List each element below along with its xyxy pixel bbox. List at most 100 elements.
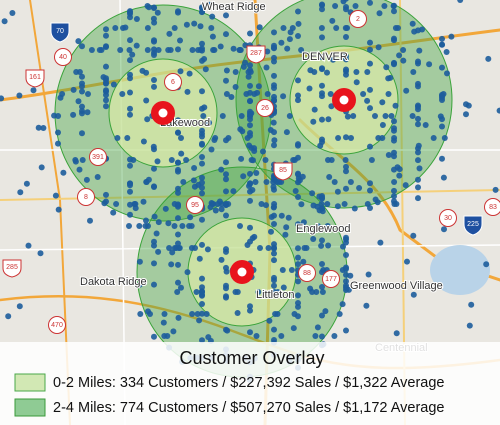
customer-dot [295, 170, 301, 177]
customer-dot [196, 317, 203, 324]
customer-dot [250, 157, 256, 164]
customer-dot [319, 289, 326, 295]
customer-dot [379, 122, 386, 128]
customer-dot [422, 122, 429, 128]
customer-dot [110, 81, 117, 88]
customer-dot [247, 303, 253, 310]
customer-dot [279, 267, 286, 273]
customer-dot [347, 179, 354, 185]
customer-dot [363, 302, 370, 309]
customer-dot [208, 146, 215, 153]
customer-dot [319, 333, 325, 340]
customer-dot [178, 284, 184, 291]
customer-dot [342, 25, 349, 31]
customer-dot [247, 329, 253, 336]
customer-dot [187, 214, 194, 221]
customer-dot [127, 105, 133, 112]
customer-dot [199, 241, 205, 248]
store-markers [151, 88, 356, 284]
customer-dot [119, 91, 126, 97]
customer-dot [151, 242, 157, 249]
customer-dot [212, 207, 219, 214]
customer-dot [391, 201, 398, 207]
customer-dot [127, 75, 133, 82]
customer-dot [199, 4, 205, 11]
legend-item: 2-4 Miles: 774 Customers / $507,270 Sale… [53, 400, 444, 416]
customer-dot [271, 85, 277, 91]
customer-dot [280, 93, 287, 100]
customer-dot [295, 194, 301, 200]
customer-dot [166, 30, 173, 37]
customer-dot [199, 310, 205, 317]
customer-dot [199, 216, 205, 223]
customer-dot [276, 179, 283, 185]
customer-dot [318, 25, 325, 31]
customer-dot [247, 116, 253, 123]
customer-dot [343, 4, 349, 10]
customer-dot [256, 24, 263, 31]
customer-dot [333, 25, 340, 31]
customer-dot [216, 198, 223, 205]
highway-number: 391 [92, 154, 104, 161]
highway-number: 85 [279, 167, 287, 174]
customer-dot [153, 230, 160, 237]
customer-dot [17, 189, 24, 196]
customer-dot [381, 3, 388, 9]
customer-dot [193, 289, 200, 295]
customer-dot [127, 8, 133, 15]
customer-dot [169, 249, 176, 256]
customer-dot [353, 79, 360, 86]
customer-dot [289, 25, 296, 31]
customer-dot [224, 327, 231, 334]
customer-dot [201, 56, 208, 62]
customer-dot [298, 47, 305, 53]
customer-dot [223, 31, 229, 38]
customer-dot [314, 223, 321, 229]
customer-dot [295, 303, 301, 310]
customer-dot [208, 25, 215, 31]
customer-dot [324, 69, 330, 76]
customer-dot [103, 92, 109, 98]
customer-dot [268, 228, 274, 235]
customer-dot [463, 111, 469, 118]
state-shield [439, 209, 457, 227]
customer-dot [52, 192, 59, 199]
legend-swatch [14, 398, 46, 417]
customer-dot [271, 244, 277, 251]
customer-dot [319, 261, 325, 267]
customer-dot [199, 337, 205, 344]
customer-dot [16, 92, 23, 99]
customer-dot [247, 197, 253, 204]
customer-dot [144, 116, 151, 123]
customer-dot [170, 328, 177, 335]
customer-dot [223, 212, 229, 219]
customer-dot [98, 47, 105, 53]
customer-dot [175, 203, 181, 210]
customer-dot [197, 23, 204, 30]
reservoir [430, 245, 490, 295]
highway-number: 30 [444, 215, 452, 222]
customer-dot [252, 179, 259, 185]
customer-dot [183, 157, 190, 163]
customer-dot [330, 56, 336, 63]
customer-dot [199, 160, 205, 167]
customer-dot [136, 258, 143, 265]
customer-dot [324, 223, 331, 229]
customer-dot [251, 233, 258, 240]
customer-dot [271, 326, 277, 333]
customer-dot [411, 28, 418, 35]
customer-dot [319, 1, 325, 8]
customer-dot [385, 75, 392, 82]
customer-dot [271, 29, 277, 36]
customer-dot [356, 185, 363, 191]
customer-dot [38, 164, 45, 171]
customer-dot [271, 58, 277, 65]
customer-dot [209, 33, 216, 40]
customer-dot [155, 47, 162, 53]
customer-dot [249, 187, 256, 193]
customer-dot [327, 91, 334, 97]
customer-dot [199, 301, 205, 307]
highway-number: 40 [59, 54, 67, 61]
customer-dot [175, 8, 181, 15]
customer-dot [343, 66, 349, 73]
